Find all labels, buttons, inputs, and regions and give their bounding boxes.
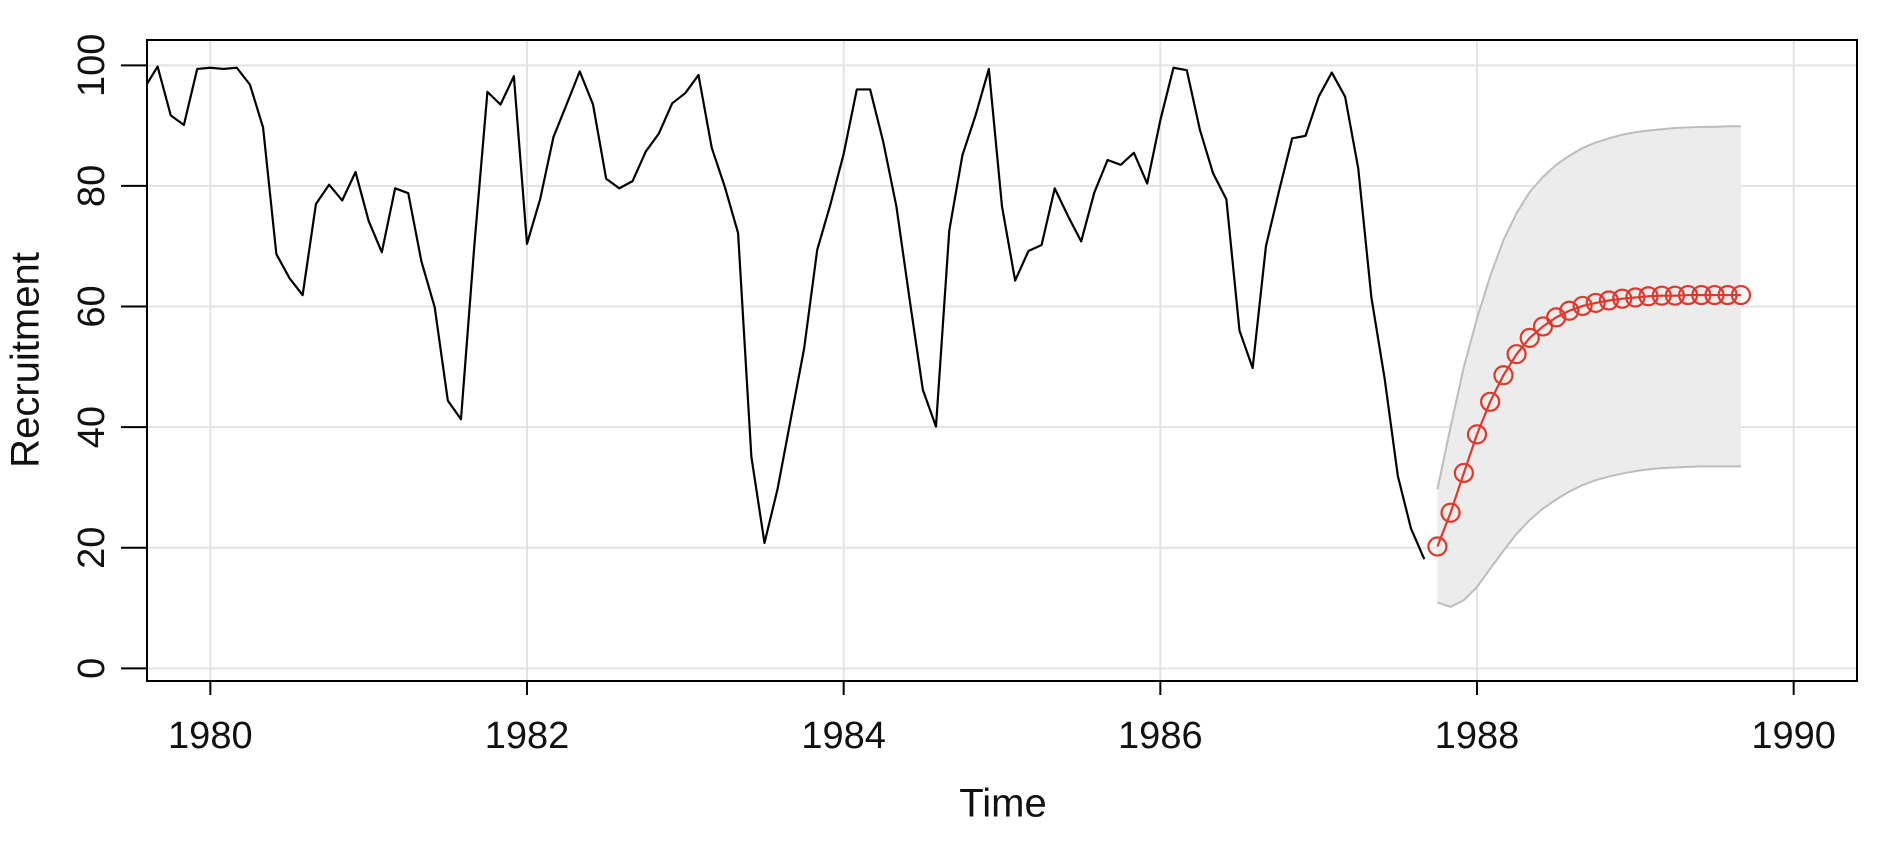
forecast-point (1440, 502, 1461, 523)
x-tick-label: 1988 (1435, 715, 1520, 757)
y-tick-label: 80 (71, 165, 113, 207)
band-upper-edge (1436, 125, 1741, 490)
plot-area (147, 65, 1752, 608)
y-tick-label: 60 (71, 285, 113, 327)
x-tick-label: 1990 (1751, 715, 1836, 757)
plot-frame (146, 39, 1858, 682)
forecast-point (1506, 344, 1527, 365)
x-tick-label: 1986 (1118, 715, 1203, 757)
forecast-point (1651, 285, 1672, 306)
forecast-point (1493, 365, 1514, 386)
forecast-point (1625, 287, 1646, 308)
forecast-point (1730, 284, 1752, 306)
x-tick-label: 1980 (168, 715, 253, 757)
forecast-point (1585, 292, 1606, 314)
forecast-point (1677, 284, 1699, 306)
confidence-band (1437, 126, 1741, 607)
x-tick-label: 1984 (801, 715, 886, 757)
forecast-point (1664, 285, 1686, 306)
forecast-point (1598, 290, 1619, 311)
forecast-point (1704, 284, 1725, 306)
forecast-point (1546, 307, 1567, 328)
forecast-point (1717, 284, 1738, 306)
forecast-point (1480, 391, 1501, 412)
y-axis-title: Recruitment (4, 252, 48, 468)
y-tick-label: 20 (71, 527, 113, 569)
forecast-point (1572, 295, 1593, 317)
y-tick-label: 40 (71, 406, 113, 448)
forecast-point (1691, 284, 1712, 306)
band-lower-edge (1437, 465, 1741, 608)
forecast-point (1519, 327, 1540, 348)
forecast-line (1436, 293, 1741, 547)
x-axis-title: Time (959, 782, 1046, 826)
forecast-point (1453, 462, 1474, 484)
x-tick-label: 1982 (485, 715, 570, 757)
forecast-point (1427, 536, 1448, 557)
y-tick-label: 100 (71, 34, 113, 97)
forecast-point (1466, 424, 1488, 445)
forecast-point (1638, 286, 1659, 307)
y-tick-label: 0 (71, 658, 113, 679)
forecast-point (1559, 300, 1580, 321)
observed-line (147, 65, 1426, 560)
forecast-point (1612, 288, 1633, 309)
